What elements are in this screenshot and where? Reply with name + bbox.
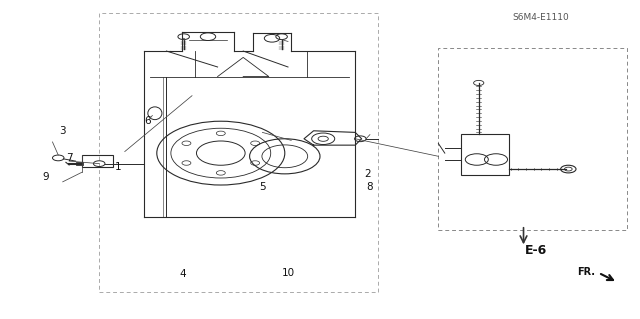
Text: 6: 6 [144,116,150,126]
Text: 4: 4 [179,269,186,279]
Text: 5: 5 [259,182,266,192]
Bar [99,13,378,292]
Text: S6M4-E1110: S6M4-E1110 [513,13,569,22]
Text: 7: 7 [66,153,72,163]
Text: 2: 2 [365,169,371,179]
Text: 1: 1 [115,162,122,173]
Bar [438,48,627,230]
Bar [82,155,113,167]
Text: 3: 3 [60,126,66,136]
Text: 8: 8 [367,182,373,192]
Text: 10: 10 [282,268,294,278]
Text: 9: 9 [43,172,49,182]
Text: E-6: E-6 [525,244,547,257]
Bar [76,162,83,165]
Text: FR.: FR. [577,267,595,277]
Bar [461,134,509,175]
